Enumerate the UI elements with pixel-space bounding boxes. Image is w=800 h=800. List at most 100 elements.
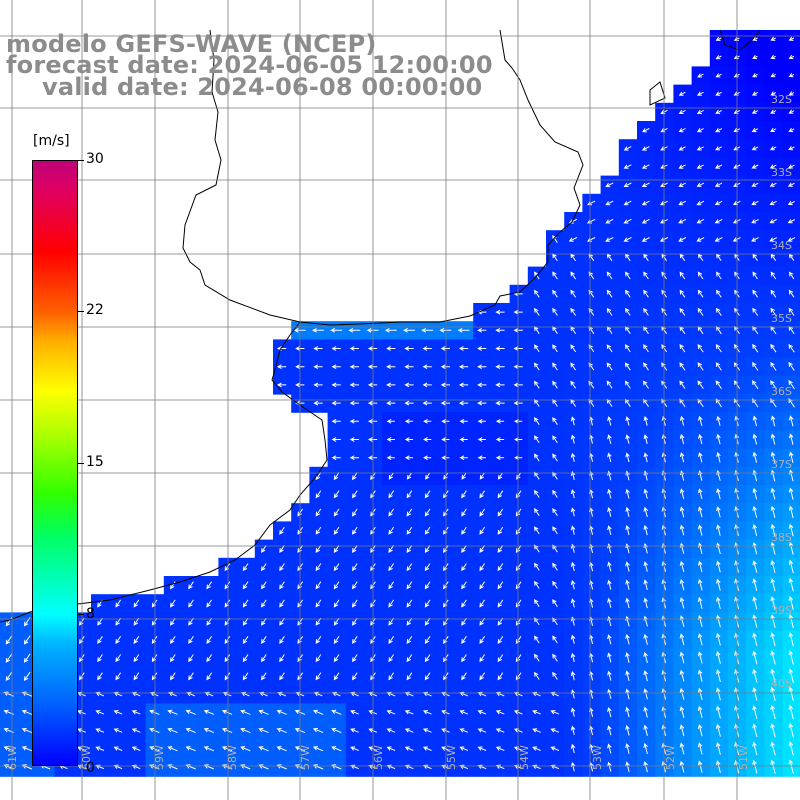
wind-arrow (315, 526, 322, 535)
wind-arrow (386, 710, 396, 715)
wind-arrow (770, 723, 776, 738)
wind-arrow (459, 437, 468, 442)
wind-arrow (715, 723, 721, 737)
wind-arrow (625, 761, 630, 773)
wind-arrow (679, 344, 686, 353)
wind-arrow (788, 380, 795, 390)
wind-arrow (787, 182, 795, 187)
wind-arrow (459, 455, 468, 461)
wind-arrow (770, 271, 777, 280)
wind-arrow (552, 580, 558, 589)
wind-arrow (570, 507, 576, 517)
wind-arrow (643, 724, 648, 736)
wind-arrow (352, 581, 358, 590)
wind-arrow (752, 632, 758, 647)
valid-date: valid date: 2024-06-08 00:00:00 (42, 73, 483, 101)
wind-arrow (679, 433, 685, 445)
wind-arrow (678, 91, 686, 96)
wind-arrow (716, 578, 721, 591)
wind-arrow (696, 164, 705, 169)
wind-arrow (641, 164, 650, 169)
wind-arrow (624, 380, 631, 389)
wind-arrow (752, 523, 758, 537)
wind-arrow (170, 599, 176, 608)
wind-arrow (188, 599, 194, 608)
wind-arrow (515, 526, 522, 535)
wind-arrow (625, 506, 630, 517)
wind-arrow (477, 327, 487, 333)
wind-arrow (477, 455, 486, 461)
wind-arrow (788, 36, 795, 41)
wind-arrow (552, 271, 558, 280)
wind-arrow (788, 289, 795, 298)
wind-arrow (752, 560, 758, 573)
wind-arrow (698, 433, 703, 445)
wind-arrow (715, 73, 722, 78)
wind-arrow (333, 545, 340, 553)
wind-arrow (331, 418, 341, 424)
wind-arrow (643, 362, 649, 371)
wind-arrow (788, 722, 794, 738)
wind-arrow (514, 455, 523, 461)
longitude-label: 57W (299, 745, 312, 770)
wind-arrow (715, 109, 722, 114)
wind-arrow (404, 455, 414, 461)
wind-arrow (641, 200, 650, 206)
wind-arrow (696, 218, 705, 224)
wind-arrow (752, 759, 758, 774)
wind-arrow (133, 672, 140, 681)
wind-arrow (133, 599, 140, 608)
wind-arrow (770, 36, 776, 41)
wind-arrow (532, 728, 541, 733)
wind-arrow (752, 686, 758, 701)
wind-arrow (698, 488, 703, 500)
wind-arrow (479, 545, 486, 553)
wind-arrow (607, 597, 612, 608)
wind-arrow (552, 289, 558, 298)
wind-arrow (770, 632, 776, 647)
wind-arrow (606, 380, 613, 389)
wind-arrow (349, 400, 359, 406)
wind-arrow (513, 746, 523, 751)
wind-arrow (534, 653, 540, 662)
wind-arrow (261, 545, 267, 553)
wind-arrow (388, 563, 395, 572)
latitude-label: 39S (771, 604, 792, 617)
wind-arrow (261, 654, 267, 663)
wind-arrow (788, 271, 795, 280)
wind-arrow (386, 455, 395, 461)
wind-arrow (552, 544, 558, 553)
wind-arrow (752, 487, 758, 500)
longitude-label: 52W (664, 745, 677, 770)
wind-arrow (770, 559, 776, 573)
wind-arrow (315, 654, 322, 663)
wind-arrow (769, 146, 777, 151)
wind-arrow (679, 271, 686, 280)
wind-arrow (770, 668, 776, 683)
wind-arrow (115, 672, 122, 681)
wind-arrow (623, 218, 632, 224)
wind-arrow (770, 487, 776, 500)
wind-arrow (459, 418, 468, 424)
wind-arrow (697, 73, 704, 78)
wind-arrow (552, 508, 558, 516)
wind-arrow (21, 746, 33, 752)
wind-arrow (788, 577, 794, 592)
wind-arrow (715, 344, 722, 353)
wind-arrow (752, 668, 758, 683)
latitude-label: 38S (771, 531, 792, 544)
wind-arrow (770, 578, 776, 592)
wind-arrow (242, 581, 249, 590)
wind-arrow (479, 599, 486, 608)
wind-arrow (170, 654, 176, 663)
wind-arrow (386, 746, 396, 751)
wind-arrow (261, 599, 267, 608)
wind-arrow (315, 636, 322, 644)
wind-arrow (752, 650, 758, 665)
wind-arrow (570, 307, 577, 316)
wind-arrow (513, 327, 523, 333)
wind-arrow (424, 508, 431, 517)
wind-arrow (697, 596, 703, 609)
wind-arrow (697, 398, 704, 408)
wind-arrow (715, 760, 721, 774)
